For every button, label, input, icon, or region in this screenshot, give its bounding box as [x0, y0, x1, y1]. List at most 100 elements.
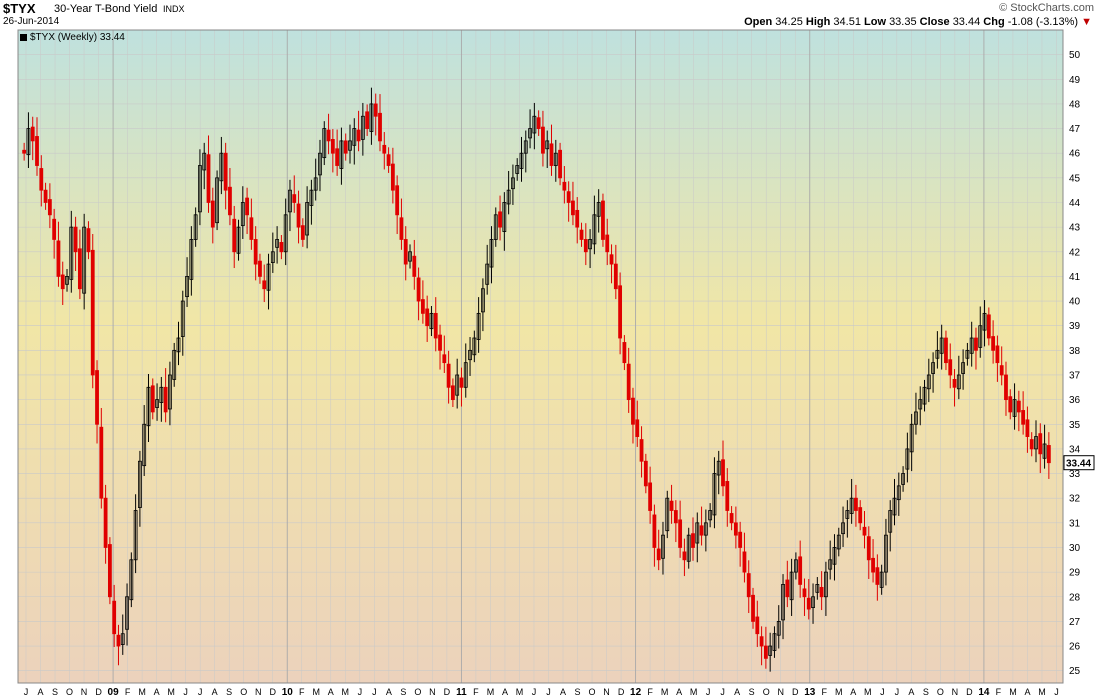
candle-body [1021, 410, 1026, 425]
candle-body [202, 152, 207, 171]
candle-body [849, 497, 854, 514]
candle [896, 472, 901, 516]
plot-border [17, 29, 1064, 684]
candle [425, 295, 430, 342]
x-tick-label: D [966, 687, 973, 697]
x-tick-label: A [676, 687, 682, 697]
ticker-description: 30-Year T-Bond Yield [54, 3, 158, 15]
candle [193, 207, 198, 247]
x-tick-label: S [226, 687, 232, 697]
candle [180, 290, 185, 356]
candle-body [596, 202, 601, 217]
candle [198, 149, 202, 226]
candle-body [939, 337, 944, 354]
candle [558, 142, 562, 186]
candle [592, 195, 597, 255]
candle [725, 468, 730, 527]
candle-body [82, 226, 87, 294]
candle [528, 109, 532, 149]
candle [836, 527, 841, 557]
candle [446, 350, 451, 404]
chg-value: -1.08 (-3.13%) [1007, 16, 1079, 28]
candle [339, 127, 344, 185]
candle [223, 142, 228, 210]
candle-body [146, 386, 151, 427]
candle-body [678, 519, 683, 548]
candle [335, 129, 340, 176]
candle [583, 223, 588, 266]
candle [549, 124, 554, 176]
candle-body [219, 152, 224, 182]
candle-body [481, 288, 485, 313]
candle-body [656, 548, 661, 561]
candle-body [258, 260, 262, 277]
x-tick-label: M [516, 687, 524, 697]
candle-body [1038, 433, 1043, 455]
candle [532, 102, 537, 150]
x-tick-label: 10 [282, 687, 294, 698]
candle-body [206, 154, 211, 203]
candle [661, 521, 665, 575]
candle [969, 321, 974, 367]
candle-body [455, 374, 460, 396]
candle-body [721, 459, 725, 487]
candle-body [56, 240, 61, 277]
candle-body [485, 263, 490, 285]
candle [288, 179, 292, 232]
candle-body [648, 482, 653, 511]
candle-body [909, 423, 914, 453]
y-tick-label: 33 [1069, 469, 1081, 480]
x-tick-label: F [996, 687, 1002, 697]
candle [793, 552, 798, 580]
candle [901, 466, 905, 492]
candle-body [399, 217, 404, 240]
legend-label: $TYX (Weekly) 33.44 [30, 32, 125, 43]
candle-body [635, 419, 640, 437]
candle [824, 561, 828, 616]
candle [961, 349, 966, 390]
candle [73, 216, 78, 271]
candle-body [429, 312, 434, 330]
candle [249, 198, 254, 250]
candle-body [772, 633, 777, 651]
candle-body [768, 645, 773, 656]
candle-body [793, 559, 798, 573]
y-tick-label: 35 [1069, 420, 1081, 431]
y-tick-label: 43 [1069, 223, 1081, 234]
candle [176, 321, 181, 366]
candle [536, 110, 541, 136]
x-tick-label: J [532, 687, 537, 697]
candle-body [223, 152, 228, 191]
candle [982, 300, 987, 347]
x-tick-label: A [908, 687, 914, 697]
candle-body [382, 144, 387, 154]
candle [369, 87, 374, 145]
x-tick-label: O [937, 687, 944, 697]
candle-body [918, 399, 923, 410]
candle [468, 337, 472, 376]
candle-body [270, 251, 275, 264]
candle [733, 506, 738, 549]
candle [854, 484, 858, 527]
candle-body [549, 143, 554, 166]
brand-logo[interactable]: © StockCharts.com [999, 2, 1094, 14]
y-tick-label: 34 [1069, 444, 1081, 455]
x-tick-label: M [661, 687, 669, 697]
candle [416, 267, 421, 321]
candle [1025, 406, 1030, 453]
candle-body [90, 249, 95, 376]
y-tick-label: 46 [1069, 149, 1081, 160]
candle-body [532, 115, 537, 134]
candle [669, 484, 674, 524]
x-tick-label: A [386, 687, 392, 697]
candle-body [472, 337, 477, 356]
candle [77, 229, 82, 300]
candle [862, 511, 867, 549]
candle [86, 221, 91, 260]
candle [828, 540, 833, 580]
candle-body [605, 234, 610, 253]
candle-body [112, 600, 117, 635]
candle-body [948, 359, 953, 376]
candle [721, 440, 725, 497]
candle [356, 110, 361, 152]
